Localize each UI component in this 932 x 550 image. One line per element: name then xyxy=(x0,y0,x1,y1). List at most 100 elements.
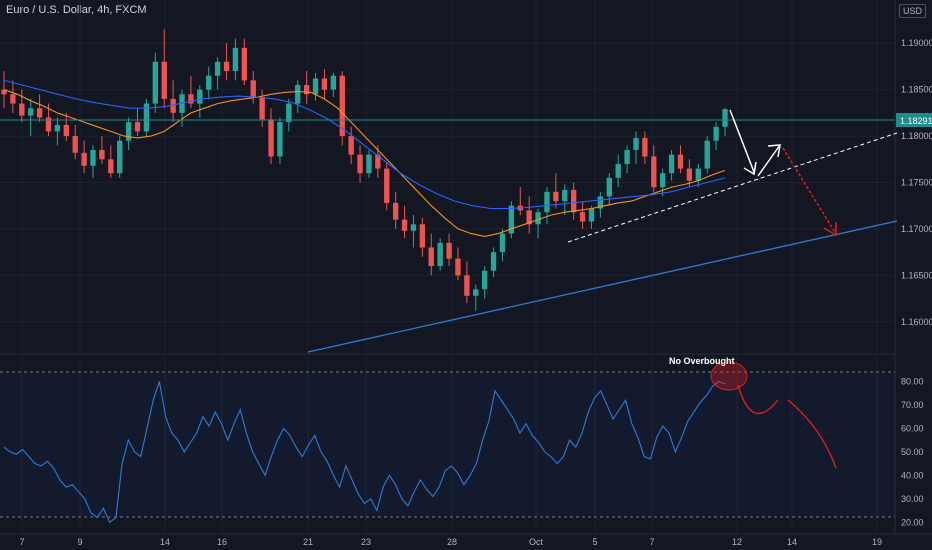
candle[interactable] xyxy=(277,117,283,164)
candle[interactable] xyxy=(19,89,25,123)
candle[interactable] xyxy=(553,173,559,209)
candle[interactable] xyxy=(704,136,710,174)
candle[interactable] xyxy=(490,247,497,278)
time-tick-label: Oct xyxy=(529,537,544,547)
candle[interactable] xyxy=(455,247,461,281)
candle[interactable] xyxy=(677,145,684,174)
candle[interactable] xyxy=(401,205,408,239)
candle[interactable] xyxy=(339,71,345,146)
candle[interactable] xyxy=(125,117,132,151)
up-arrow-head xyxy=(767,144,781,158)
candle[interactable] xyxy=(72,124,78,160)
candle[interactable] xyxy=(579,201,586,229)
candle[interactable] xyxy=(197,85,203,118)
candle[interactable] xyxy=(517,187,523,215)
candle[interactable] xyxy=(357,145,363,183)
moving-average-line[interactable] xyxy=(3,79,726,210)
candle[interactable] xyxy=(535,208,541,239)
candle[interactable] xyxy=(170,80,176,123)
rsi-tick-label: 80.00 xyxy=(901,376,924,386)
candle[interactable] xyxy=(597,191,604,218)
candle[interactable] xyxy=(117,136,123,178)
candle[interactable] xyxy=(36,94,43,123)
candle[interactable] xyxy=(464,261,470,304)
candle[interactable] xyxy=(633,131,639,164)
candle[interactable] xyxy=(99,136,105,164)
candle[interactable] xyxy=(660,168,666,197)
candle[interactable] xyxy=(90,145,96,178)
overbought-highlight[interactable] xyxy=(710,361,748,391)
candle[interactable] xyxy=(722,108,728,137)
dashed-trendline[interactable] xyxy=(567,132,898,243)
candle[interactable] xyxy=(499,228,506,262)
candle[interactable] xyxy=(250,71,256,104)
candle[interactable] xyxy=(179,89,185,127)
candle[interactable] xyxy=(10,80,16,113)
rsi-line[interactable] xyxy=(3,380,726,524)
currency-badge[interactable]: USD xyxy=(898,4,926,18)
down-arrow-shaft[interactable] xyxy=(729,109,755,173)
candle[interactable] xyxy=(268,108,274,164)
candle[interactable] xyxy=(508,201,515,239)
candle[interactable] xyxy=(384,162,390,211)
candle-body xyxy=(651,156,657,188)
candle[interactable] xyxy=(410,215,417,248)
candle[interactable] xyxy=(695,163,701,188)
projection-arrow-shaft[interactable] xyxy=(782,147,837,235)
candle[interactable] xyxy=(108,145,114,178)
candle[interactable] xyxy=(348,126,354,164)
candle[interactable] xyxy=(624,145,630,174)
up-arrow-shaft[interactable] xyxy=(757,144,781,177)
candle[interactable] xyxy=(303,71,310,104)
candle[interactable] xyxy=(214,57,221,90)
candle[interactable] xyxy=(312,72,319,101)
candle[interactable] xyxy=(571,182,577,220)
candle[interactable] xyxy=(588,205,595,229)
rsi-projection-curve-2[interactable] xyxy=(787,399,837,469)
candle[interactable] xyxy=(232,38,239,81)
candle[interactable] xyxy=(241,38,248,85)
rsi-projection-curve-1[interactable] xyxy=(737,384,779,415)
candle[interactable] xyxy=(668,150,675,181)
candlestick-series[interactable] xyxy=(1,29,728,311)
candle[interactable] xyxy=(446,233,452,267)
moving-averages[interactable] xyxy=(3,79,726,237)
candle[interactable] xyxy=(392,191,399,229)
candle[interactable] xyxy=(686,159,693,188)
candle[interactable] xyxy=(615,154,621,188)
candle[interactable] xyxy=(223,43,230,81)
candle[interactable] xyxy=(134,108,141,137)
candle[interactable] xyxy=(295,80,301,113)
candle[interactable] xyxy=(188,75,194,109)
candle[interactable] xyxy=(366,150,372,178)
rsi-panel[interactable]: No Overbought xyxy=(0,356,895,524)
candle[interactable] xyxy=(419,217,426,257)
candle[interactable] xyxy=(481,266,488,299)
candle[interactable] xyxy=(161,29,167,109)
candle[interactable] xyxy=(152,52,158,113)
candle[interactable] xyxy=(562,184,568,215)
candle[interactable] xyxy=(473,284,479,311)
candle[interactable] xyxy=(143,98,150,137)
time-tick-label: 19 xyxy=(872,537,882,547)
candle[interactable] xyxy=(206,66,212,99)
candle[interactable] xyxy=(28,98,34,137)
candle[interactable] xyxy=(437,238,443,271)
drawings[interactable] xyxy=(0,109,898,353)
candle[interactable] xyxy=(606,173,612,206)
candle[interactable] xyxy=(286,98,292,132)
candle[interactable] xyxy=(651,145,657,192)
candle[interactable] xyxy=(526,196,532,234)
candle[interactable] xyxy=(54,117,61,146)
candle[interactable] xyxy=(321,69,328,99)
candle[interactable] xyxy=(713,122,719,150)
candle[interactable] xyxy=(428,233,434,276)
candle[interactable] xyxy=(642,131,648,164)
candle[interactable] xyxy=(63,112,69,141)
candle[interactable] xyxy=(81,140,87,174)
support-trendline[interactable] xyxy=(307,220,898,353)
moving-average-line[interactable] xyxy=(3,89,726,237)
candle[interactable] xyxy=(375,145,381,178)
candle[interactable] xyxy=(330,72,337,98)
